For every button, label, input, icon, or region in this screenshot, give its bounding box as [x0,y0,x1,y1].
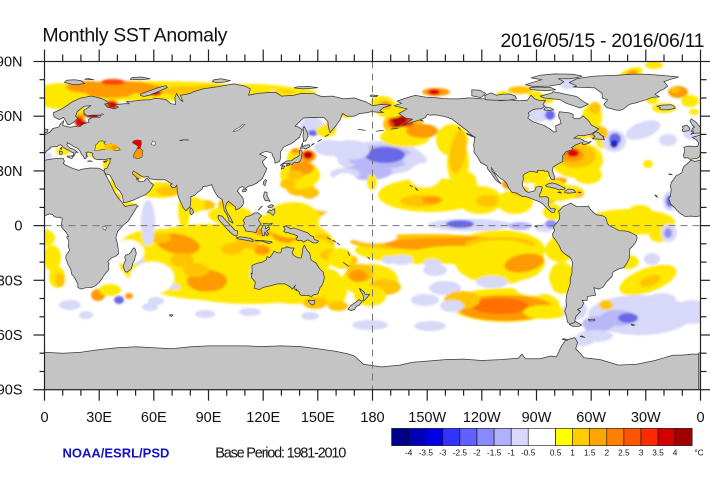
svg-text:90N: 90N [0,55,23,71]
svg-text:-1.5: -1.5 [487,448,502,458]
svg-text:90S: 90S [0,383,23,399]
svg-text:2.5: 2.5 [618,448,630,458]
svg-text:30W: 30W [631,410,661,426]
svg-text:-1: -1 [508,448,516,458]
svg-text:120W: 120W [463,410,501,426]
svg-text:150E: 150E [301,410,335,426]
svg-text:3: 3 [639,448,644,458]
svg-text:1: 1 [570,448,575,458]
svg-text:90E: 90E [196,410,222,426]
svg-text:150W: 150W [408,410,446,426]
svg-text:90W: 90W [522,410,552,426]
svg-text:0.5: 0.5 [550,448,562,458]
svg-text:180: 180 [360,410,384,426]
svg-text:-0.5: -0.5 [521,448,536,458]
svg-text:0: 0 [14,219,22,235]
svg-text:120E: 120E [246,410,280,426]
svg-text:-3: -3 [439,448,447,458]
svg-text:-2: -2 [473,448,481,458]
svg-text:0: 0 [696,410,704,426]
svg-text:30N: 30N [0,164,23,180]
svg-text:30S: 30S [0,273,23,289]
svg-text:Base Period: 1981-2010: Base Period: 1981-2010 [215,446,346,462]
svg-text:30E: 30E [86,410,112,426]
svg-text:NOAA/ESRL/PSD: NOAA/ESRL/PSD [63,446,170,461]
svg-text:60E: 60E [141,410,167,426]
svg-text:1.5: 1.5 [584,448,596,458]
svg-text:60W: 60W [576,410,606,426]
svg-text:60N: 60N [0,109,23,125]
svg-text:60S: 60S [0,328,23,344]
svg-text:-4: -4 [405,448,413,458]
svg-text:2: 2 [604,448,609,458]
svg-text:2016/05/15 - 2016/06/11: 2016/05/15 - 2016/06/11 [501,30,705,52]
svg-text:-3.5: -3.5 [419,448,434,458]
svg-text:-2.5: -2.5 [453,448,468,458]
svg-text:°C: °C [694,448,703,458]
svg-text:3.5: 3.5 [652,448,664,458]
svg-text:Monthly SST Anomaly: Monthly SST Anomaly [42,25,227,47]
svg-text:4: 4 [673,448,678,458]
svg-text:0: 0 [40,410,48,426]
